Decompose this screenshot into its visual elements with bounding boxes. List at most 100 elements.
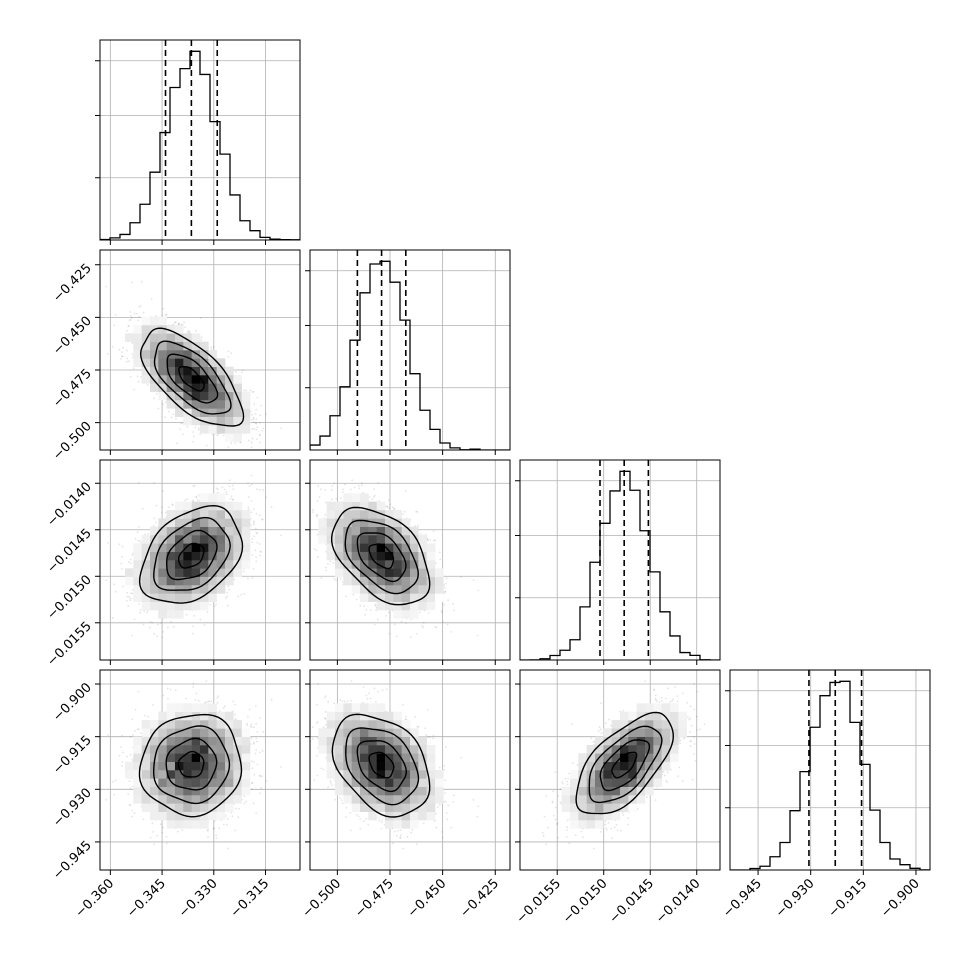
sample-point: [136, 312, 138, 315]
density-cell: [175, 400, 184, 409]
sample-point: [137, 481, 140, 484]
density-cell: [150, 383, 159, 392]
density-cell: [241, 425, 251, 434]
sample-point: [192, 632, 194, 635]
sample-point: [121, 355, 124, 358]
density-cell: [200, 350, 209, 359]
density-cell: [241, 408, 251, 417]
sample-point: [185, 613, 188, 616]
sample-point: [131, 353, 134, 356]
density-cell: [208, 375, 217, 384]
sample-point: [232, 488, 235, 491]
density-cell: [183, 333, 192, 342]
sample-point: [265, 413, 268, 416]
sample-point: [150, 297, 153, 300]
density-cell: [150, 316, 159, 326]
density-cell: [183, 383, 192, 392]
panel-frame: [99, 249, 301, 451]
scatter-panel-3-1: [99, 459, 301, 661]
density-cell: [141, 333, 151, 342]
sample-point: [192, 435, 195, 438]
histogram-step: [310, 260, 510, 450]
density-cell: [191, 383, 201, 392]
sample-point: [170, 620, 173, 623]
density-cell: [141, 325, 151, 334]
density-cell: [216, 358, 226, 367]
density-cell: [150, 366, 159, 376]
sample-point: [254, 549, 257, 552]
sample-point: [250, 446, 253, 449]
sample-point: [111, 617, 114, 619]
sample-point: [247, 577, 249, 580]
sample-point: [139, 611, 141, 614]
sample-point: [138, 315, 140, 318]
sample-point: [178, 428, 181, 430]
contour-level-1: [178, 366, 205, 392]
sample-point: [121, 545, 124, 548]
sample-point: [200, 339, 202, 341]
density-cell: [166, 358, 176, 367]
sample-point: [221, 486, 224, 489]
sample-point: [152, 525, 155, 527]
sample-point: [252, 567, 255, 570]
density-cell: [166, 383, 176, 392]
sample-point: [125, 360, 128, 363]
density-cell: [158, 333, 167, 342]
density-cell: [216, 375, 226, 384]
density-cell: [200, 375, 209, 384]
sample-point: [227, 355, 230, 358]
sample-point: [127, 325, 130, 328]
sample-point: [174, 321, 177, 324]
sample-point: [197, 427, 200, 430]
sample-point: [259, 554, 261, 557]
histogram-step: [100, 50, 300, 240]
sample-point: [157, 623, 159, 626]
sample-point: [171, 503, 174, 506]
sample-point: [163, 416, 166, 419]
sample-point: [225, 491, 228, 494]
density-cell: [216, 366, 226, 376]
histogram-panel-1: [95, 39, 301, 241]
density-cell: [216, 425, 226, 434]
density-cell: [166, 400, 176, 409]
sample-point: [210, 346, 212, 349]
sample-point: [227, 446, 230, 449]
density-cell: [158, 350, 167, 359]
sample-point: [251, 390, 254, 393]
density-cell: [183, 391, 192, 401]
histogram-panel-4: [725, 669, 931, 871]
sample-point: [251, 577, 254, 579]
sample-point: [251, 437, 254, 440]
sample-point: [250, 511, 253, 514]
density-cell: [191, 366, 201, 376]
sample-point: [125, 599, 128, 602]
sample-point: [165, 401, 167, 404]
density-cell: [191, 391, 201, 401]
sample-point: [128, 360, 130, 363]
sample-point: [118, 543, 121, 546]
sample-point: [138, 603, 141, 605]
density-cell: [200, 400, 209, 409]
sample-point: [245, 389, 248, 392]
sample-point: [166, 626, 169, 629]
density-cell: [208, 416, 217, 426]
contour-level-3: [153, 340, 232, 415]
sample-point: [250, 483, 253, 486]
sample-point: [126, 595, 128, 598]
density-cell: [175, 333, 184, 342]
density-cell: [225, 433, 234, 442]
sample-point: [270, 506, 273, 508]
y-tick-label: −0.450: [50, 314, 95, 359]
density-cell: [225, 391, 234, 401]
sample-point: [248, 439, 250, 442]
sample-point: [255, 408, 258, 411]
panel-frame: [309, 249, 511, 451]
y-tick-label: −0.475: [50, 366, 95, 411]
sample-point: [175, 417, 177, 420]
sample-point: [258, 543, 261, 545]
sample-point: [173, 321, 176, 324]
sample-point: [229, 497, 232, 500]
density-cell: [216, 383, 226, 392]
sample-point: [222, 434, 225, 437]
sample-point: [186, 425, 189, 428]
